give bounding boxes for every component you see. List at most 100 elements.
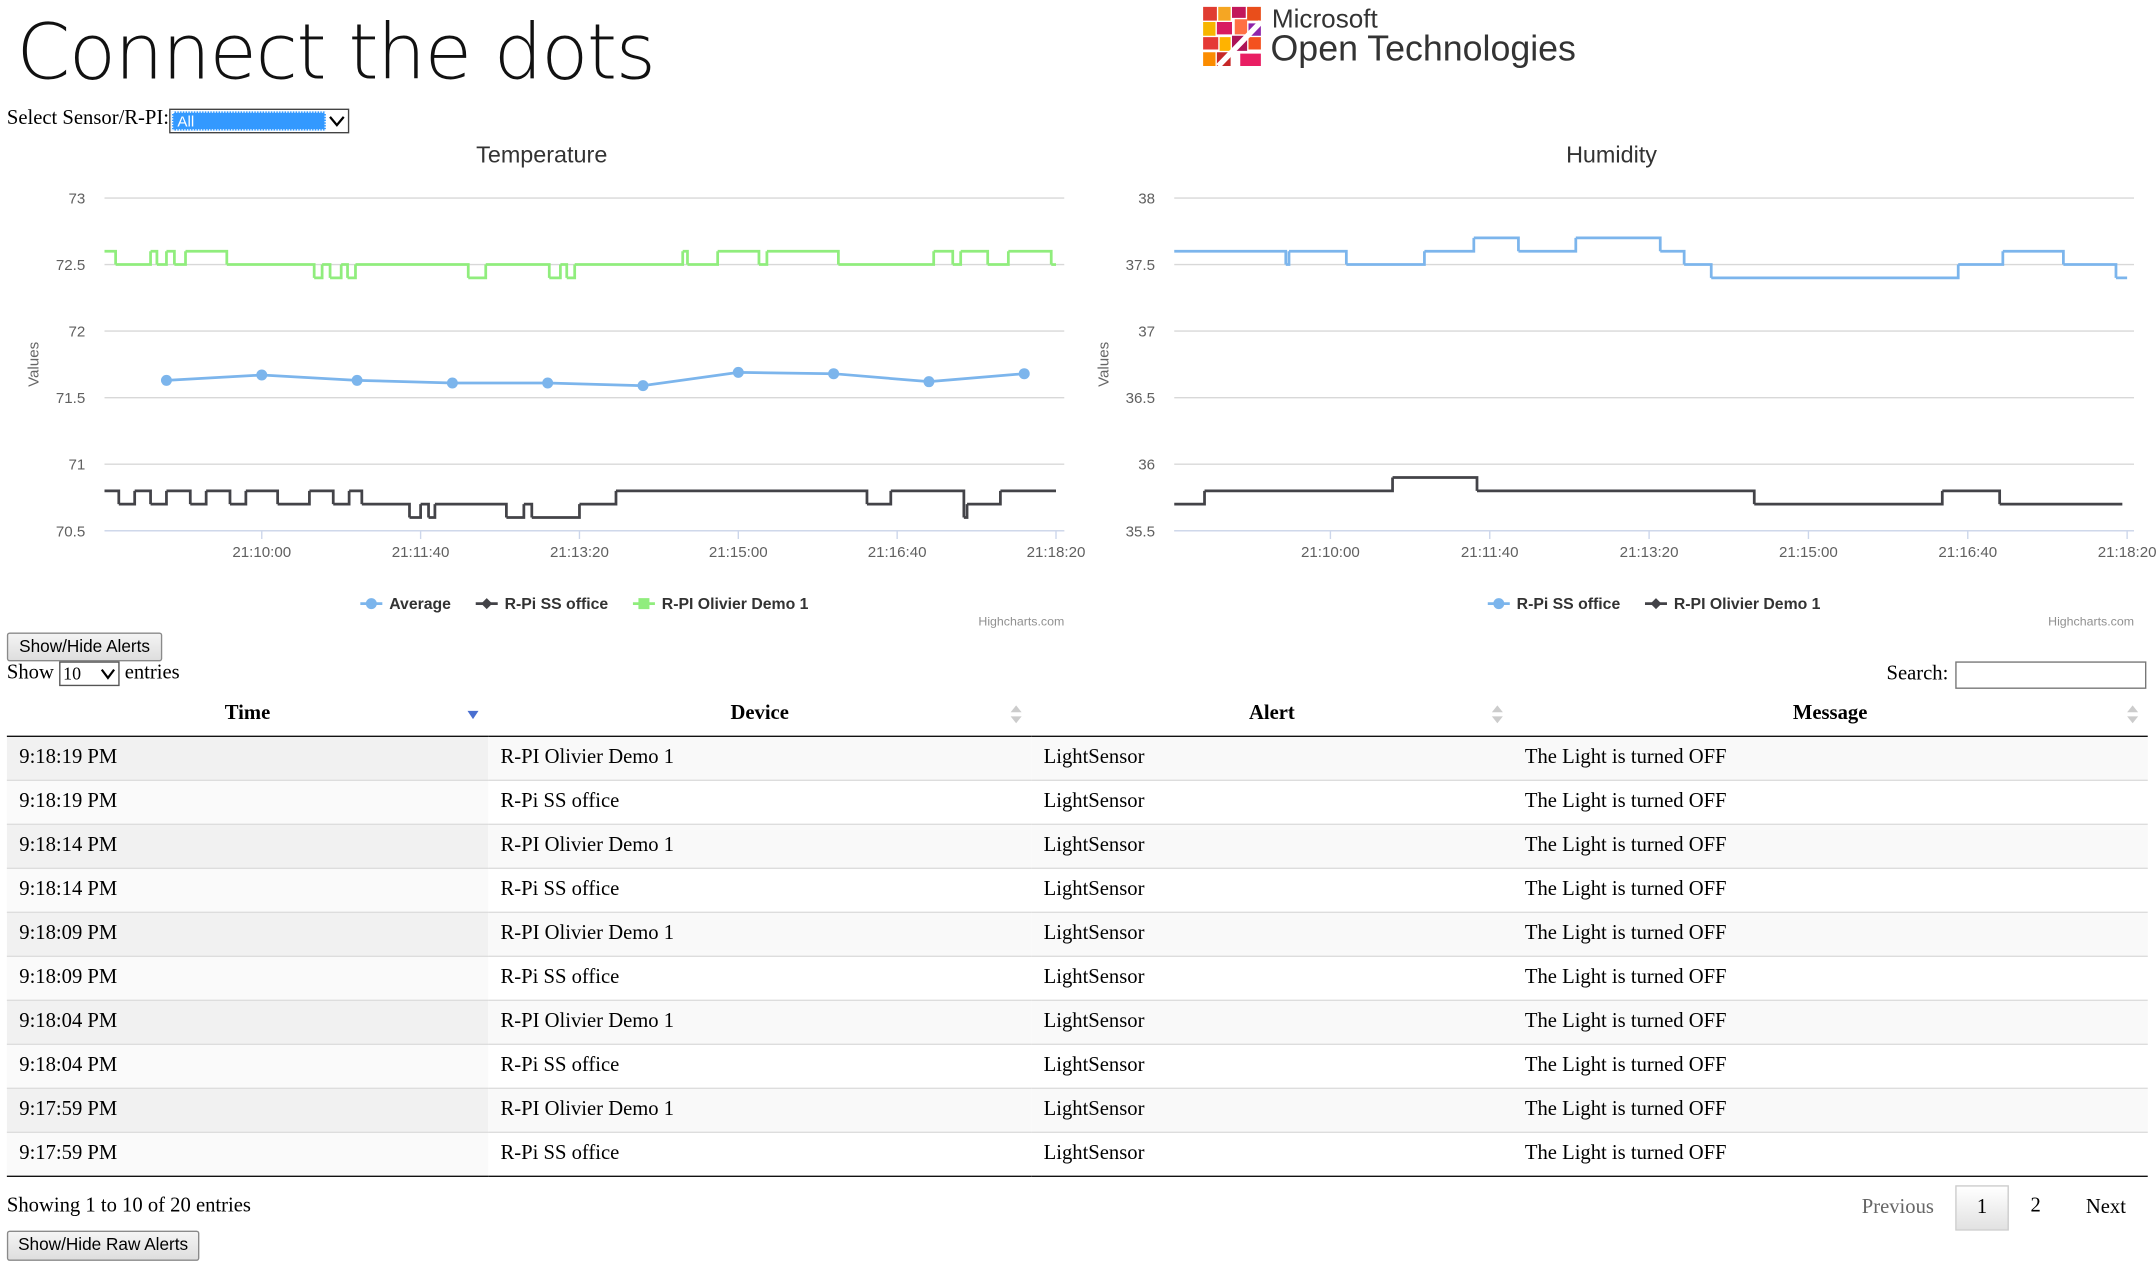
series-step xyxy=(355,263,470,278)
series-step xyxy=(409,504,422,519)
series-step xyxy=(967,490,1002,506)
credits: Highcharts.com xyxy=(978,615,1064,629)
select-arrow xyxy=(329,116,345,127)
length-arrow xyxy=(100,668,115,680)
series-step xyxy=(322,263,332,278)
table-cell: The Light is turned OFF xyxy=(1512,867,2148,913)
point-marker xyxy=(256,369,268,381)
legend-item[interactable]: Average xyxy=(360,596,451,613)
y-tick-label: 71.5 xyxy=(56,390,85,407)
table-cell: R-PI Olivier Demo 1 xyxy=(488,823,1032,869)
table-cell: R-Pi SS office xyxy=(488,1131,1032,1177)
series-step xyxy=(1473,236,1520,252)
table-cell: LightSensor xyxy=(1031,1131,1513,1177)
sensor-select[interactable]: All xyxy=(169,108,350,134)
x-tick-label: 21:18:20 xyxy=(1027,544,1086,561)
page-title: Connect the dots xyxy=(16,8,656,98)
series-step xyxy=(150,490,168,506)
legend: Average R-Pi SS office R-PI Olivier Demo 1 xyxy=(360,596,809,613)
logo-line2: Open Technologies xyxy=(1271,29,1576,69)
series-step xyxy=(960,249,990,265)
y-tick-label: 37.5 xyxy=(1126,257,1155,274)
x-tick-label: 21:16:40 xyxy=(868,544,927,561)
series-step xyxy=(549,264,562,280)
series-step xyxy=(333,490,351,506)
point-marker xyxy=(828,368,840,380)
page-button[interactable]: 2 xyxy=(2030,1194,2041,1217)
series-step xyxy=(523,502,534,518)
column-header[interactable]: Time xyxy=(6,691,489,737)
table-cell: R-Pi SS office xyxy=(488,1043,1032,1089)
series-step xyxy=(434,502,508,518)
table-cell: R-PI Olivier Demo 1 xyxy=(488,999,1032,1045)
series-step xyxy=(166,249,176,265)
series-step xyxy=(579,490,618,506)
series-step xyxy=(1942,489,2002,505)
series-step xyxy=(226,263,316,278)
legend-item[interactable]: R-PI Olivier Demo 1 xyxy=(1644,596,1821,613)
point-marker xyxy=(923,376,935,388)
table-cell: R-Pi SS office xyxy=(488,779,1032,825)
series-step xyxy=(560,263,569,278)
x-tick-label: 21:18:20 xyxy=(2098,544,2156,561)
table-cell: LightSensor xyxy=(1031,823,1513,869)
legend-symbol xyxy=(638,598,650,610)
page-button[interactable]: 1 xyxy=(1955,1185,2009,1231)
y-tick-label: 73 xyxy=(68,191,85,208)
header-row: Time Device Alert Message xyxy=(6,691,2148,737)
series-step xyxy=(1285,251,1291,266)
length-value: 10 xyxy=(63,662,82,684)
legend-item[interactable]: R-Pi SS office xyxy=(475,596,609,613)
table-row: 9:18:14 PM R-PI Olivier Demo 1 LightSensor… xyxy=(6,823,2148,869)
table-cell: R-PI Olivier Demo 1 xyxy=(488,911,1032,957)
table-row: 9:18:14 PM R-Pi SS office LightSensor The L… xyxy=(6,867,2148,913)
series-step xyxy=(566,264,577,280)
column-header[interactable]: Device xyxy=(488,691,1032,737)
table-cell: 9:17:59 PM xyxy=(6,1131,489,1177)
column-header[interactable]: Message xyxy=(1512,691,2148,737)
y-tick-label: 37 xyxy=(1138,324,1155,341)
search-input[interactable] xyxy=(1955,661,2147,689)
logo-line1: Microsoft xyxy=(1272,4,1379,34)
length-select[interactable]: 10 xyxy=(59,661,120,687)
chart: Humidity Values 35.5 36 36.5 37 37.5 38 21:10:00… xyxy=(1095,141,2156,628)
series-step xyxy=(717,249,761,265)
table-cell: 9:18:14 PM xyxy=(6,867,489,913)
column-title: Device xyxy=(730,701,789,724)
legend-item[interactable]: R-Pi SS office xyxy=(1487,596,1621,613)
legend-symbol xyxy=(365,598,377,610)
table-cell: The Light is turned OFF xyxy=(1512,735,2148,781)
series-step xyxy=(838,251,936,266)
charts: Temperature Values 70.5 71 71.5 72 72.5 73 21:10… xyxy=(26,141,2156,629)
table-row: 9:18:19 PM R-PI Olivier Demo 1 LightSensor… xyxy=(6,735,2148,781)
series-step xyxy=(1660,249,1686,265)
legend-symbol xyxy=(481,598,493,610)
show-hide-raw-alerts-button[interactable]: Show/Hide Raw Alerts xyxy=(6,1230,200,1261)
series-step xyxy=(468,264,488,280)
series-step xyxy=(682,249,689,265)
series-step xyxy=(166,489,192,505)
series-step xyxy=(104,489,121,505)
x-tick-label: 21:10:00 xyxy=(232,544,291,561)
table-cell: R-Pi SS office xyxy=(488,955,1032,1001)
table-row: 9:18:04 PM R-Pi SS office LightSensor The L… xyxy=(6,1043,2148,1089)
series-step xyxy=(420,502,430,518)
y-tick-label: 38 xyxy=(1138,191,1155,208)
next-page[interactable]: Next xyxy=(2085,1196,2126,1219)
x-tick-label: 21:13:20 xyxy=(550,544,609,561)
series-step xyxy=(1754,490,1944,506)
column-title: Time xyxy=(224,701,271,724)
series-step xyxy=(758,251,769,266)
series-step xyxy=(174,251,187,266)
previous-page[interactable]: Previous xyxy=(1861,1196,1934,1219)
series-step xyxy=(428,504,437,519)
table-cell: The Light is turned OFF xyxy=(1512,1043,2148,1089)
y-tick-label: 72 xyxy=(68,324,85,341)
show-hide-alerts-button[interactable]: Show/Hide Alerts xyxy=(6,632,163,662)
column-header[interactable]: Alert xyxy=(1031,691,1513,737)
point-marker xyxy=(732,366,744,378)
x-tick-label: 21:11:40 xyxy=(392,544,450,561)
x-tick-label: 21:16:40 xyxy=(1938,544,1997,561)
legend-item[interactable]: R-PI Olivier Demo 1 xyxy=(632,596,809,613)
table-cell: 9:18:09 PM xyxy=(6,911,489,957)
